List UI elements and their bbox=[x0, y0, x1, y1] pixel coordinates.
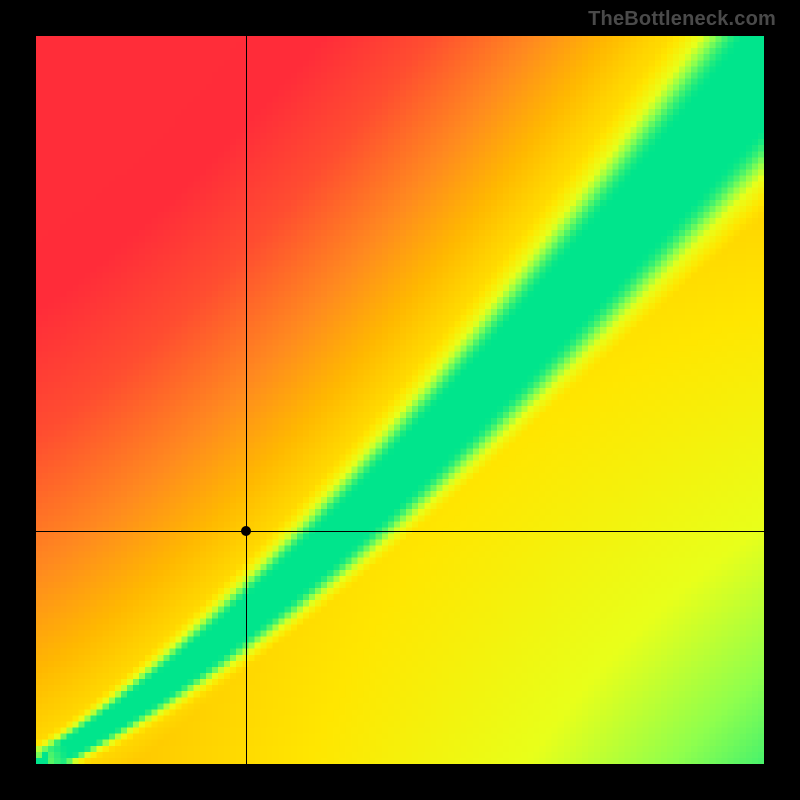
crosshair-vertical bbox=[246, 36, 247, 764]
crosshair-horizontal bbox=[36, 531, 764, 532]
watermark-text: TheBottleneck.com bbox=[588, 8, 776, 31]
crosshair-marker bbox=[241, 526, 251, 536]
heatmap-canvas bbox=[36, 36, 764, 764]
heatmap-plot bbox=[36, 36, 764, 764]
